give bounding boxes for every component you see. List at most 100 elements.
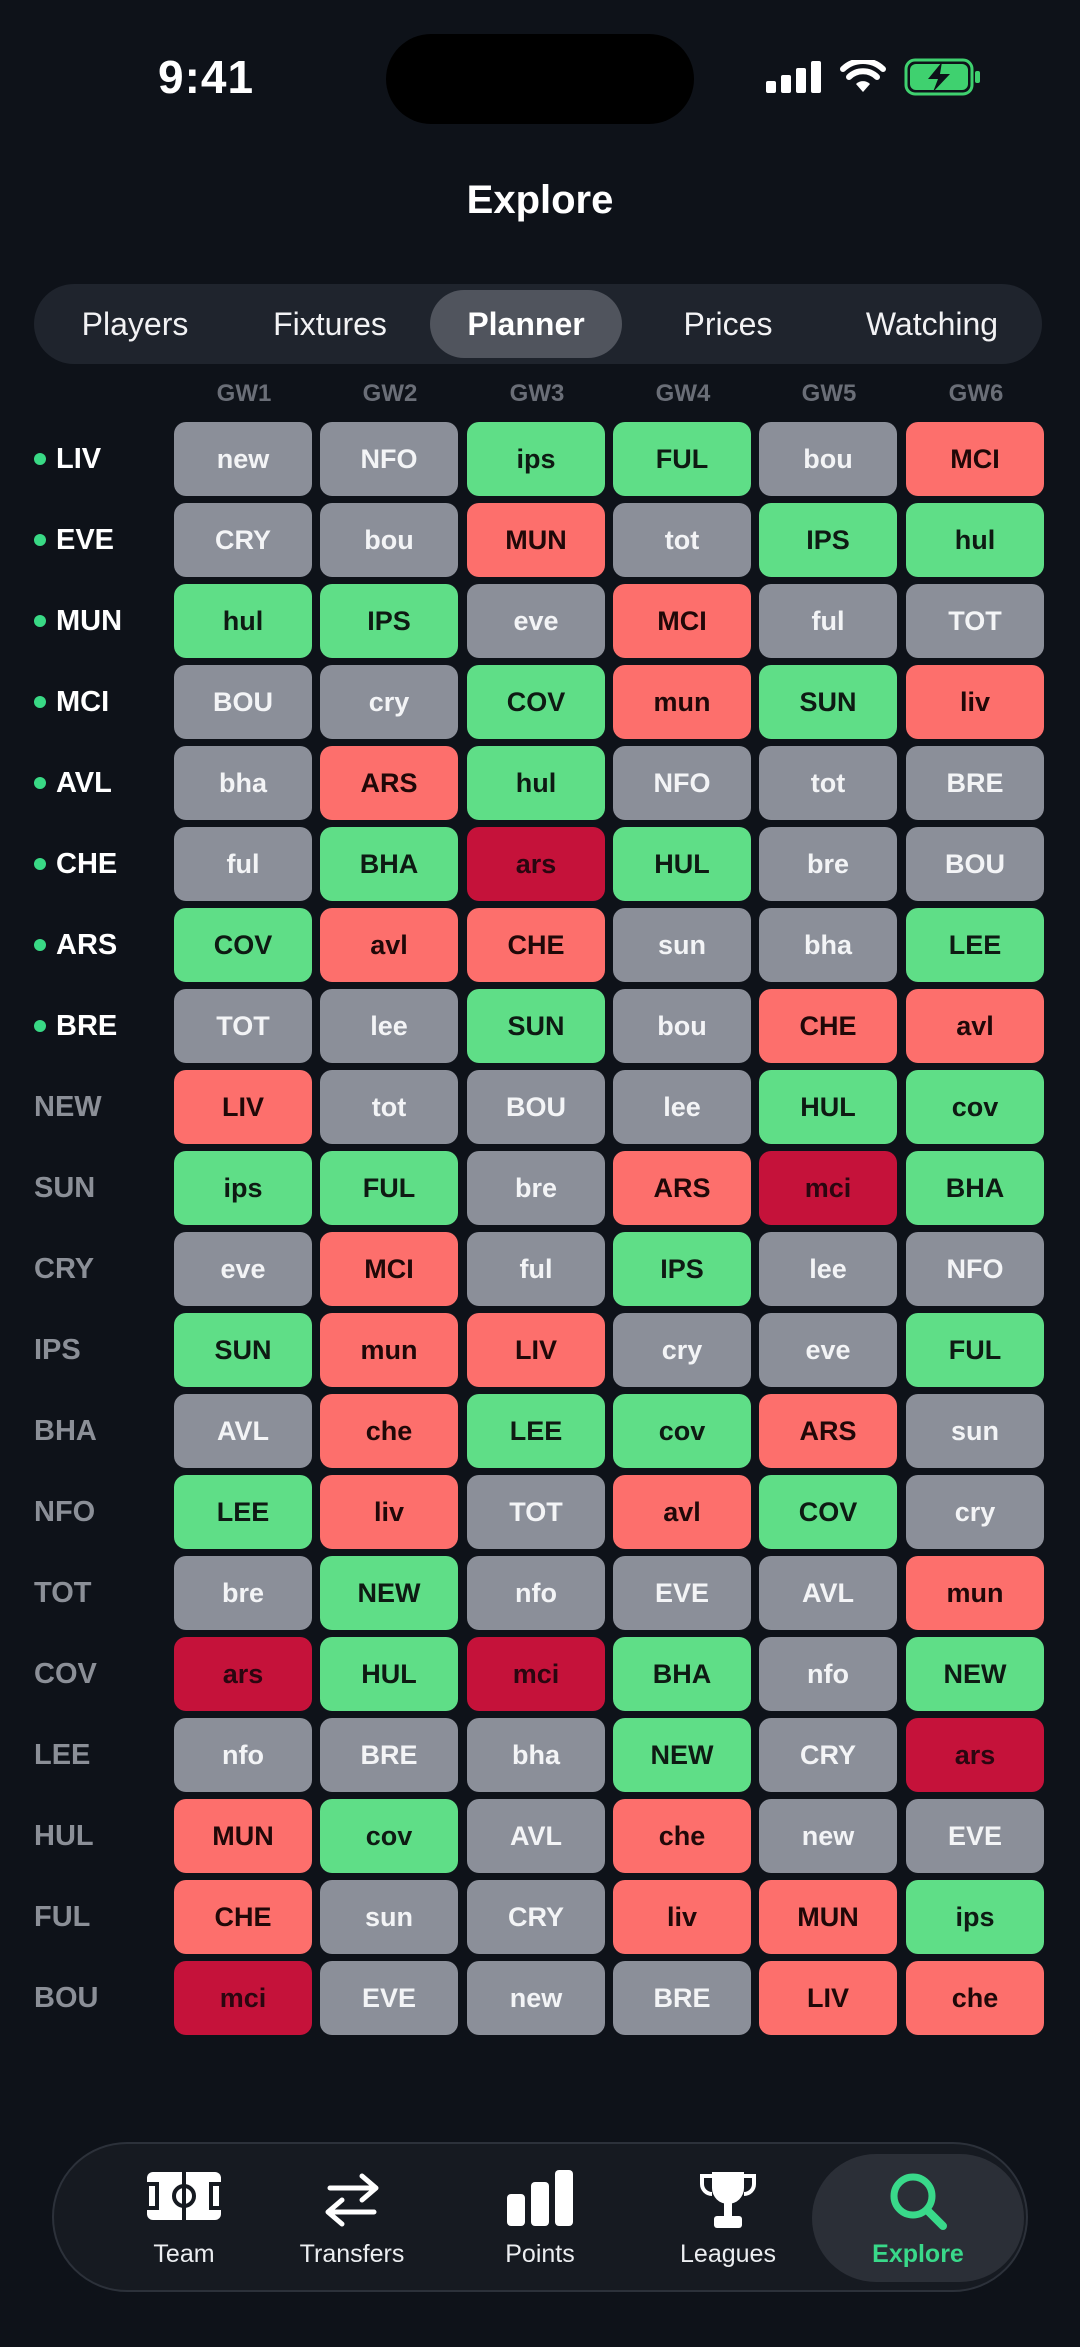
tab-explore[interactable]: Explore (812, 2154, 1024, 2282)
tab-team[interactable]: Team (94, 2144, 274, 2290)
fixture-cell[interactable]: cov (613, 1394, 751, 1468)
fixture-cell[interactable]: ARS (759, 1394, 897, 1468)
fixture-cell[interactable]: sun (906, 1394, 1044, 1468)
fixture-cell[interactable]: BRE (613, 1961, 751, 2035)
fixture-cell[interactable]: IPS (759, 503, 897, 577)
fixture-cell[interactable]: IPS (320, 584, 458, 658)
fixture-cell[interactable]: LIV (174, 1070, 312, 1144)
fixture-cell[interactable]: FUL (613, 422, 751, 496)
tab-players[interactable]: Players (81, 306, 189, 342)
fixture-cell[interactable]: ARS (613, 1151, 751, 1225)
fixture-cell[interactable]: CRY (759, 1718, 897, 1792)
fixture-cell[interactable]: AVL (759, 1556, 897, 1630)
fixture-cell[interactable]: avl (906, 989, 1044, 1063)
fixture-cell[interactable]: new (467, 1961, 605, 2035)
fixture-cell[interactable]: lee (759, 1232, 897, 1306)
fixture-cell[interactable]: EVE (906, 1799, 1044, 1873)
fixture-cell[interactable]: LEE (906, 908, 1044, 982)
fixture-cell[interactable]: bha (174, 746, 312, 820)
fixture-cell[interactable]: NFO (320, 422, 458, 496)
fixture-cell[interactable]: che (320, 1394, 458, 1468)
fixture-cell[interactable]: TOT (467, 1475, 605, 1549)
fixture-cell[interactable]: TOT (906, 584, 1044, 658)
team-label[interactable]: IPS (34, 1313, 81, 1387)
fixture-cell[interactable]: tot (759, 746, 897, 820)
team-label[interactable]: COV (34, 1637, 97, 1711)
fixture-cell[interactable]: eve (467, 584, 605, 658)
team-label[interactable]: CRY (34, 1232, 94, 1306)
fixture-cell[interactable]: EVE (613, 1556, 751, 1630)
team-label[interactable]: TOT (34, 1556, 91, 1630)
fixture-cell[interactable]: BHA (320, 827, 458, 901)
fixture-cell[interactable]: tot (320, 1070, 458, 1144)
fixture-cell[interactable]: ars (174, 1637, 312, 1711)
fixture-cell[interactable]: SUN (759, 665, 897, 739)
fixture-cell[interactable]: BHA (906, 1151, 1044, 1225)
fixture-cell[interactable]: bou (320, 503, 458, 577)
team-label[interactable]: SUN (34, 1151, 95, 1225)
fixture-cell[interactable]: ful (759, 584, 897, 658)
fixture-cell[interactable]: new (174, 422, 312, 496)
fixture-cell[interactable]: NFO (906, 1232, 1044, 1306)
team-label[interactable]: LEE (34, 1718, 90, 1792)
fixture-cell[interactable]: TOT (174, 989, 312, 1063)
tab-leagues[interactable]: Leagues (638, 2144, 818, 2290)
fixture-cell[interactable]: MCI (906, 422, 1044, 496)
fixture-cell[interactable]: bha (759, 908, 897, 982)
fixture-cell[interactable]: mun (320, 1313, 458, 1387)
team-label[interactable]: MUN (34, 584, 122, 658)
fixture-cell[interactable]: cov (906, 1070, 1044, 1144)
team-label[interactable]: ARS (34, 908, 117, 982)
fixture-cell[interactable]: ips (174, 1151, 312, 1225)
fixture-cell[interactable]: nfo (759, 1637, 897, 1711)
team-label[interactable]: MCI (34, 665, 109, 739)
fixture-cell[interactable]: MUN (467, 503, 605, 577)
fixture-cell[interactable]: BOU (174, 665, 312, 739)
team-label[interactable]: AVL (34, 746, 112, 820)
fixture-cell[interactable]: BHA (613, 1637, 751, 1711)
fixture-cell[interactable]: eve (759, 1313, 897, 1387)
fixture-cell[interactable]: mun (613, 665, 751, 739)
team-label[interactable]: FUL (34, 1880, 90, 1954)
team-label[interactable]: EVE (34, 503, 114, 577)
team-label[interactable]: BRE (34, 989, 117, 1063)
fixture-cell[interactable]: NFO (613, 746, 751, 820)
fixture-cell[interactable]: cry (320, 665, 458, 739)
team-label[interactable]: BHA (34, 1394, 97, 1468)
fixture-cell[interactable]: FUL (906, 1313, 1044, 1387)
fixture-cell[interactable]: nfo (174, 1718, 312, 1792)
fixture-cell[interactable]: liv (613, 1880, 751, 1954)
tab-points[interactable]: Points (450, 2144, 630, 2290)
fixture-cell[interactable]: NEW (613, 1718, 751, 1792)
fixture-cell[interactable]: COV (759, 1475, 897, 1549)
fixture-cell[interactable]: COV (174, 908, 312, 982)
fixture-cell[interactable]: avl (613, 1475, 751, 1549)
fixture-cell[interactable]: CRY (174, 503, 312, 577)
fixture-cell[interactable]: new (759, 1799, 897, 1873)
fixture-cell[interactable]: CHE (174, 1880, 312, 1954)
team-label[interactable]: LIV (34, 422, 101, 496)
fixture-cell[interactable]: sun (613, 908, 751, 982)
fixture-cell[interactable]: NEW (906, 1637, 1044, 1711)
fixture-cell[interactable]: AVL (174, 1394, 312, 1468)
fixture-cell[interactable]: nfo (467, 1556, 605, 1630)
fixture-cell[interactable]: HUL (613, 827, 751, 901)
fixture-cell[interactable]: lee (613, 1070, 751, 1144)
fixture-cell[interactable]: cry (613, 1313, 751, 1387)
fixture-cell[interactable]: bha (467, 1718, 605, 1792)
fixture-cell[interactable]: CRY (467, 1880, 605, 1954)
fixture-cell[interactable]: MCI (613, 584, 751, 658)
fixture-cell[interactable]: che (613, 1799, 751, 1873)
fixture-cell[interactable]: liv (320, 1475, 458, 1549)
fixture-cell[interactable]: hul (906, 503, 1044, 577)
fixture-cell[interactable]: bre (174, 1556, 312, 1630)
fixture-cell[interactable]: cov (320, 1799, 458, 1873)
tab-transfers[interactable]: Transfers (262, 2144, 442, 2290)
fixture-cell[interactable]: ips (467, 422, 605, 496)
fixture-cell[interactable]: BOU (906, 827, 1044, 901)
fixture-cell[interactable]: SUN (467, 989, 605, 1063)
fixture-cell[interactable]: hul (467, 746, 605, 820)
fixture-cell[interactable]: mci (467, 1637, 605, 1711)
fixture-cell[interactable]: eve (174, 1232, 312, 1306)
fixture-cell[interactable]: ips (906, 1880, 1044, 1954)
